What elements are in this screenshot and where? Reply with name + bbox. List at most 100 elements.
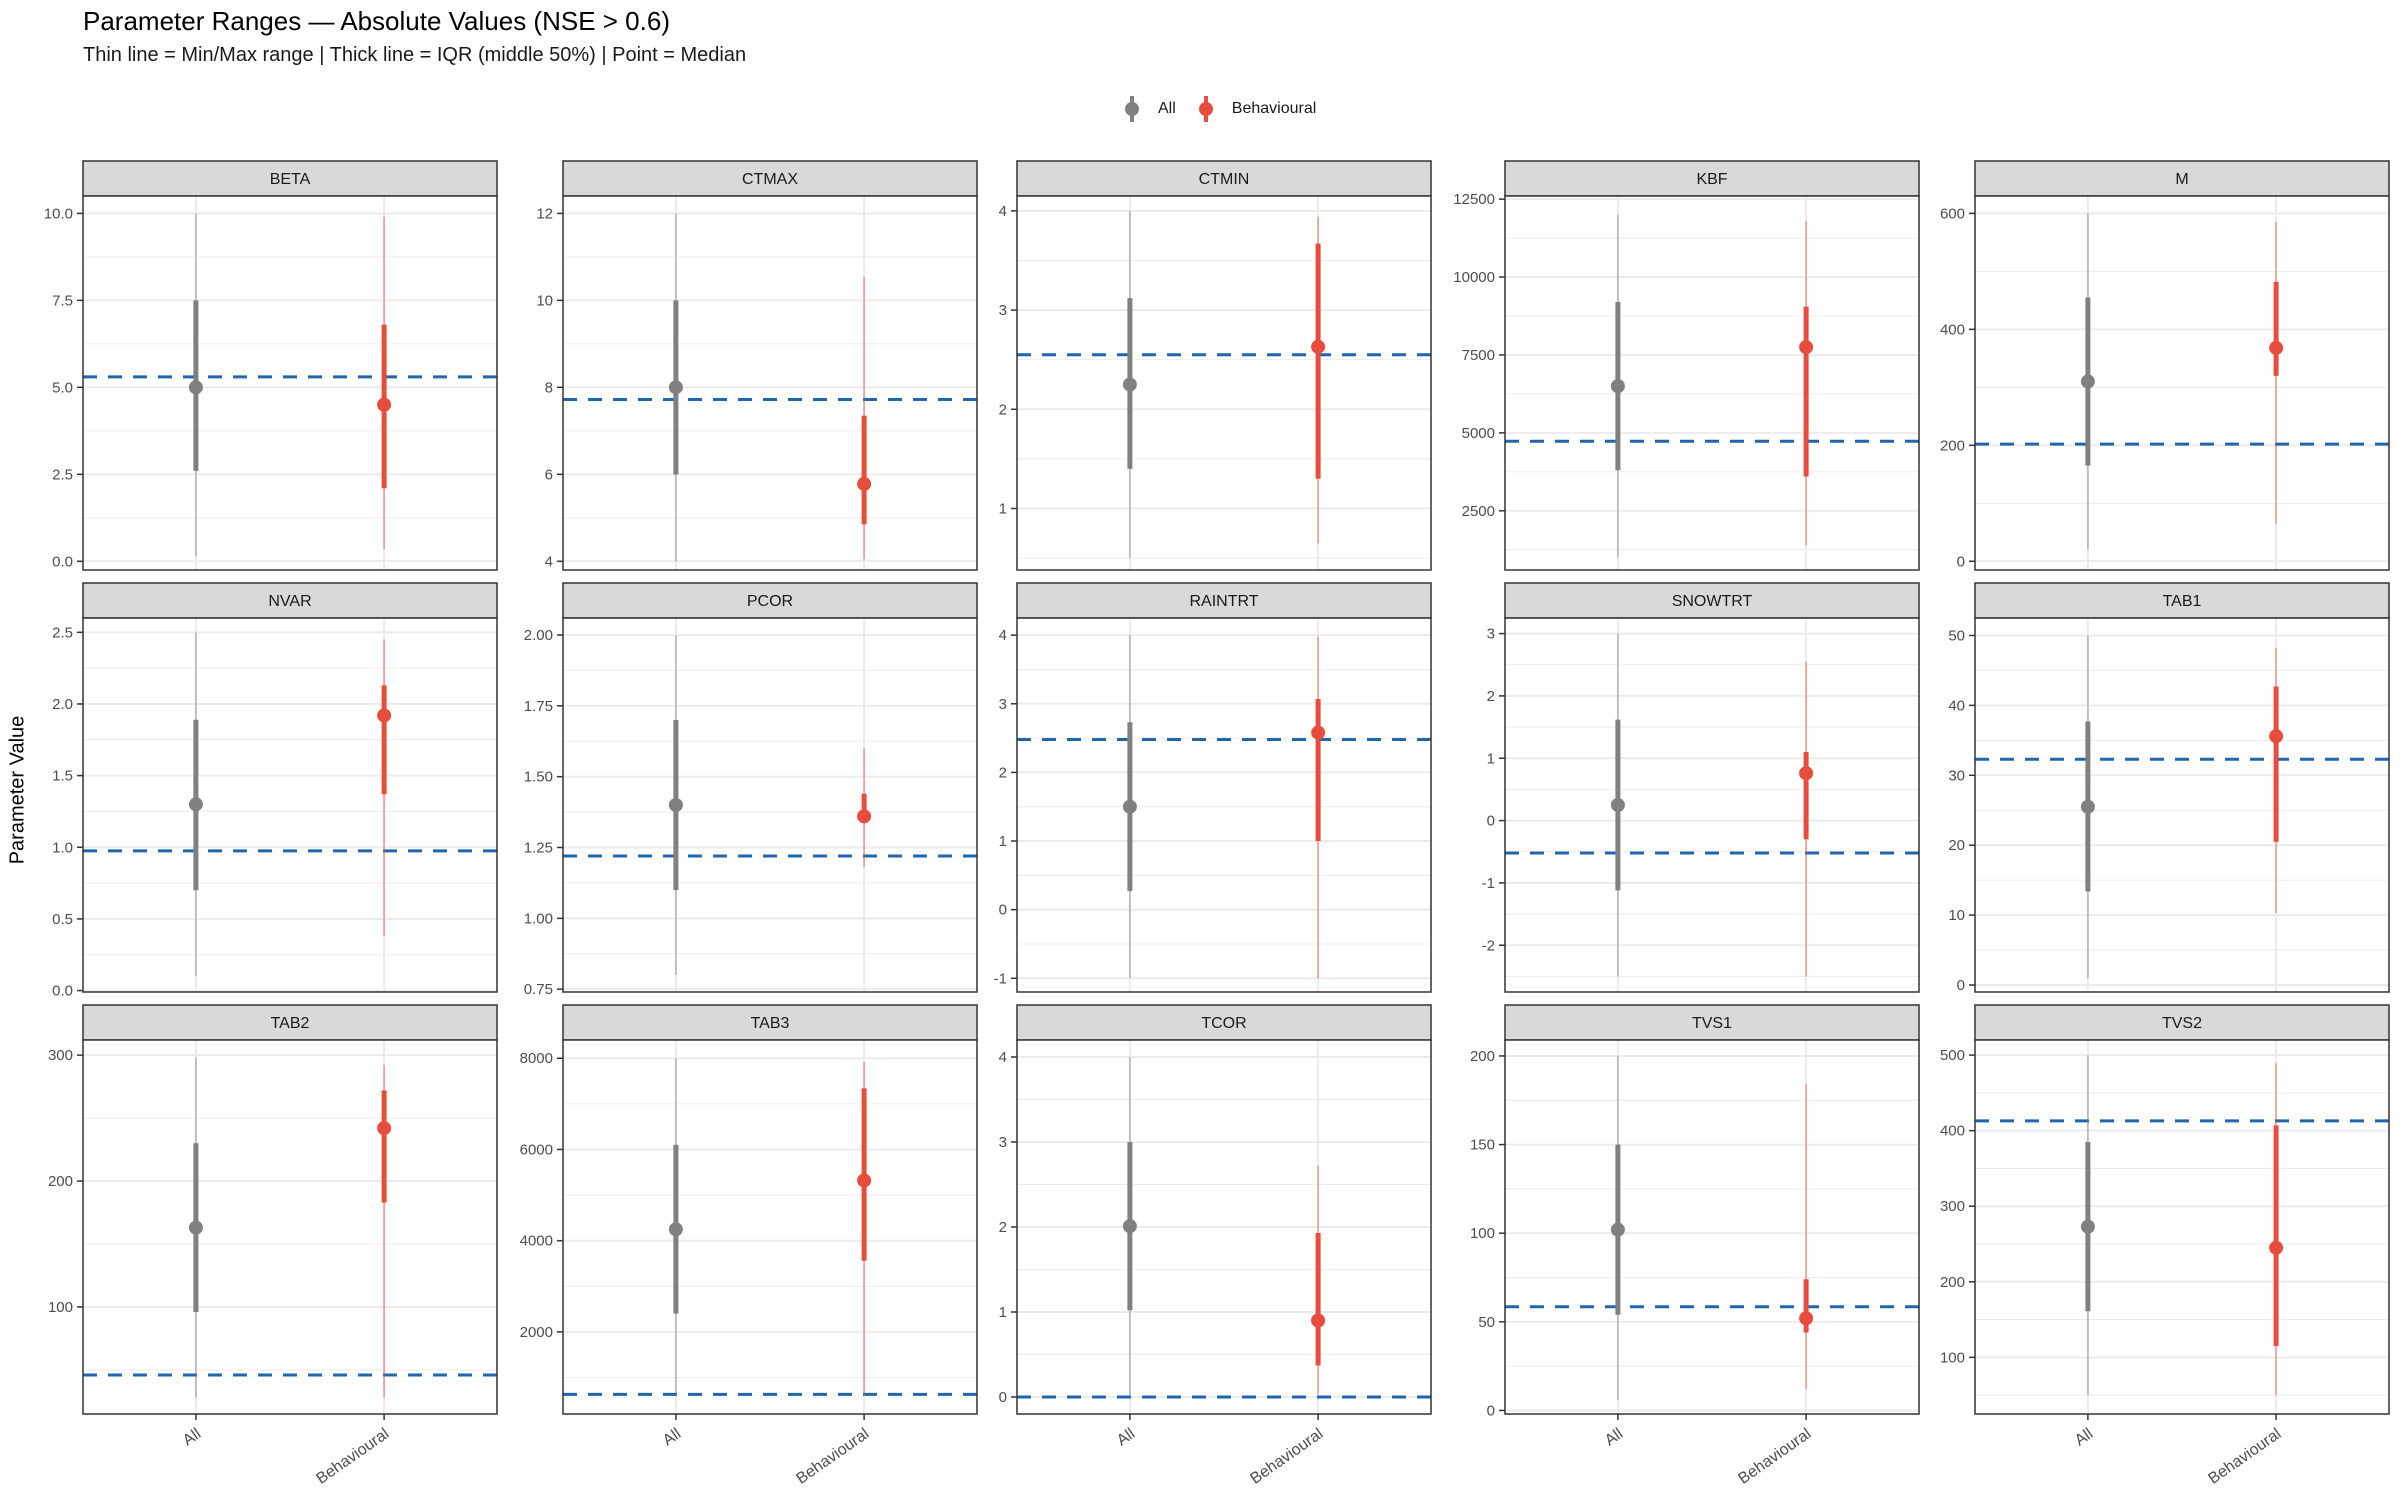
panel-border <box>1974 617 2390 993</box>
panel-border <box>1974 1039 2390 1415</box>
y-tick-label: 300 <box>1940 1198 1965 1215</box>
y-tick-label: 200 <box>1940 1274 1965 1291</box>
y-tick-label: 200 <box>1940 437 1965 454</box>
facet-strip-label: TCOR <box>1201 1015 1246 1032</box>
y-tick-label: 150 <box>1470 1137 1495 1154</box>
y-tick-label: 1 <box>999 833 1007 850</box>
legend-key-behavioural-icon <box>1194 94 1218 124</box>
legend-key-all-icon <box>1120 94 1144 124</box>
panel-background <box>563 1040 977 1414</box>
facet-strip <box>1016 1004 1432 1041</box>
y-tick-label: 400 <box>1940 321 1965 338</box>
legend-label-all: All <box>1158 100 1176 117</box>
y-tick-label: 0 <box>999 1389 1007 1406</box>
y-tick-label: 7.5 <box>52 292 73 309</box>
x-tick-label: Behavioural <box>1247 1425 1326 1487</box>
y-tick-label: 100 <box>1940 1349 1965 1366</box>
facet-strip-label: BETA <box>270 171 311 188</box>
facet-strip <box>1504 1004 1920 1041</box>
y-tick-label: 10 <box>536 292 553 309</box>
facet-panel-pcor: PCOR 0.75 1.00 1.25 1.50 1.75 2.00 <box>524 582 978 998</box>
facet-strip-label: SNOWTRT <box>1672 593 1753 610</box>
median-point-all <box>1122 1219 1137 1234</box>
median-point-behavioural <box>377 397 392 412</box>
facet-panel-kbf: KBF 2500 5000 7500 10000 12500 <box>1453 160 1920 571</box>
y-tick-label: 2.00 <box>524 627 553 644</box>
facet-strip-label: PCOR <box>747 593 793 610</box>
y-tick-label: 10000 <box>1453 269 1495 286</box>
y-tick-label: 10.0 <box>44 205 73 222</box>
facet-strip-label: RAINTRT <box>1189 593 1258 610</box>
y-tick-label: 8 <box>545 379 553 396</box>
y-tick-label: 4000 <box>520 1233 553 1250</box>
facet-strip <box>562 1004 978 1041</box>
median-point-all <box>1122 799 1137 814</box>
y-tick-label: 10 <box>1948 907 1965 924</box>
facet-strip <box>82 160 498 197</box>
median-point-behavioural <box>1311 725 1326 740</box>
x-tick-label: All <box>2072 1425 2096 1449</box>
facet-panel-nvar: NVAR 0.0 0.5 1.0 1.5 2.0 2.5 <box>52 582 498 1000</box>
panel-background <box>83 1040 497 1414</box>
median-point-all <box>668 798 683 812</box>
facet-strip <box>1504 582 1920 619</box>
x-tick-label: Behavioural <box>2205 1425 2284 1487</box>
y-tick-label: 1.00 <box>524 910 553 927</box>
median-point-behavioural <box>377 1121 392 1136</box>
y-tick-label: 1 <box>999 500 1007 517</box>
facet-strip <box>1504 160 1920 197</box>
y-tick-label: 0 <box>1957 977 1965 994</box>
median-point-behavioural <box>1311 1313 1326 1328</box>
y-tick-label: 3 <box>999 696 1007 713</box>
y-tick-label: 1.0 <box>52 839 73 856</box>
facet-strip-label: M <box>2175 171 2188 188</box>
median-point-behavioural <box>2269 1240 2284 1255</box>
y-tick-label: 2 <box>999 764 1007 781</box>
facet-strip-label: KBF <box>1696 171 1727 188</box>
median-point-behavioural <box>1799 340 1814 355</box>
median-point-all <box>1122 377 1137 392</box>
y-tick-label: 2500 <box>1462 503 1495 520</box>
y-tick-label: 40 <box>1948 697 1965 714</box>
median-point-behavioural <box>857 476 872 491</box>
panel-border <box>562 617 978 993</box>
y-tick-label: 1.75 <box>524 698 553 715</box>
y-tick-label: 2000 <box>520 1324 553 1341</box>
facet-panel-beta: BETA 0.0 2.5 5.0 7.5 10.0 <box>44 160 498 571</box>
x-tick-label: All <box>1114 1425 1138 1449</box>
panel-background <box>1505 1040 1919 1414</box>
median-point-behavioural <box>1799 1311 1814 1326</box>
y-tick-label: 12500 <box>1453 191 1495 208</box>
panel-border <box>1016 1039 1432 1415</box>
panel-background <box>1505 196 1919 570</box>
facet-strip <box>1974 582 2390 619</box>
y-tick-label: 7500 <box>1462 347 1495 364</box>
facet-panel-tvs2: TVS2 100 200 300 400 500 All Behavioural <box>1940 1004 2390 1488</box>
median-point-behavioural <box>857 809 872 824</box>
panel-border <box>1974 195 2390 571</box>
median-point-all <box>188 380 203 395</box>
median-point-all <box>2080 799 2095 814</box>
facet-strip-label: TVS1 <box>1692 1015 1732 1032</box>
legend-item-behavioural[interactable]: Behavioural <box>1194 94 1316 124</box>
facet-panel-tvs1: TVS1 0 50 100 150 200 All Behavioural <box>1470 1004 1920 1488</box>
y-tick-label: 5.0 <box>52 379 73 396</box>
facet-panel-ctmax: CTMAX 4 6 8 10 12 <box>536 160 978 571</box>
facet-strip-label: NVAR <box>268 593 311 610</box>
y-tick-label: 0.0 <box>52 553 73 570</box>
y-tick-label: 50 <box>1948 627 1965 644</box>
facet-strip-label: CTMAX <box>742 171 798 188</box>
y-tick-label: 0 <box>999 902 1007 919</box>
legend-item-all[interactable]: All <box>1120 94 1176 124</box>
y-tick-label: 1.50 <box>524 769 553 786</box>
panel-border <box>82 195 498 571</box>
facet-panel-tcor: TCOR 0 1 2 3 4 All Behavioural <box>999 1004 1432 1488</box>
panel-border <box>82 1039 498 1415</box>
median-point-all <box>188 1220 203 1235</box>
panel-border <box>1504 617 1920 993</box>
y-tick-label: 6000 <box>520 1141 553 1158</box>
y-tick-label: 4 <box>545 553 553 570</box>
median-point-all <box>1610 1222 1625 1237</box>
x-tick-label: Behavioural <box>313 1425 392 1487</box>
